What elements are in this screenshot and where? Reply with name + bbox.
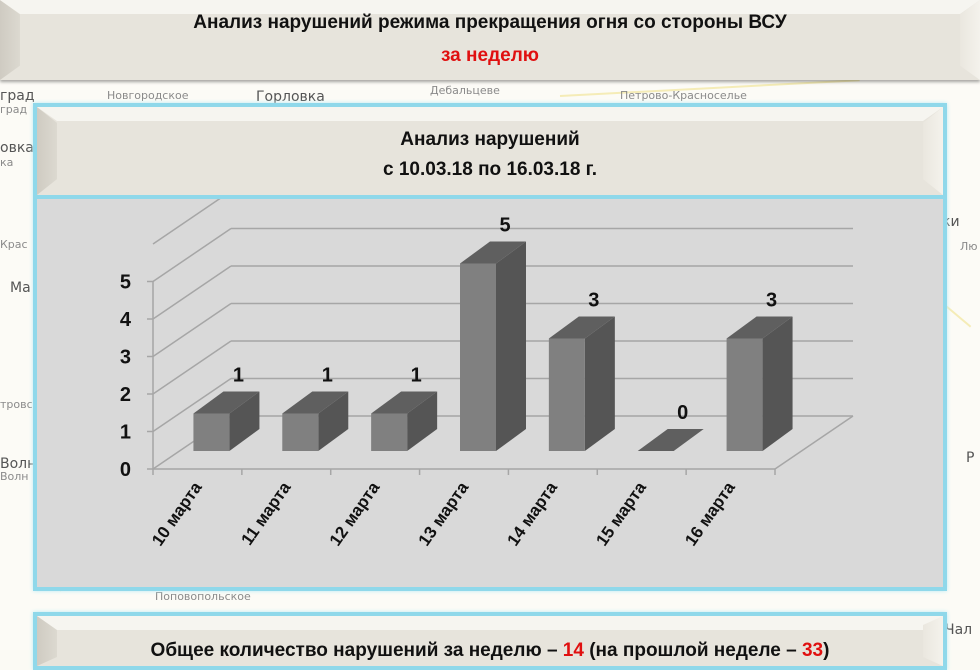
y-tick-label: 1 bbox=[120, 422, 131, 444]
map-place-label: ка bbox=[0, 156, 14, 169]
page-title: Анализ нарушений режима прекращения огня… bbox=[193, 12, 787, 33]
chart-date-range: с 10.03.18 по 16.03.18 г. bbox=[383, 159, 597, 180]
y-tick-label: 2 bbox=[120, 384, 131, 406]
x-category-label: 10 марта bbox=[148, 478, 206, 549]
x-category-label: 13 марта bbox=[415, 478, 473, 549]
bar-10-марта: 1 10 марта bbox=[148, 365, 260, 549]
gridline-side bbox=[152, 199, 221, 245]
bar-top bbox=[726, 316, 793, 339]
bar-top bbox=[548, 316, 615, 339]
page-subtitle: за неделю bbox=[440, 45, 539, 66]
map-place-label: Р bbox=[966, 450, 975, 466]
data-label: 3 bbox=[766, 290, 777, 312]
map-place-label: овка bbox=[0, 140, 34, 156]
map-place-label: Крас bbox=[0, 238, 28, 251]
bar-chart: 0 1 2 3 4 5 1 10 марта 1 11 марта 1 12 марта 5 13 мар… bbox=[120, 199, 854, 549]
bar-front bbox=[193, 413, 230, 451]
map-place-label: Волн bbox=[0, 456, 37, 472]
map-place-label: град bbox=[0, 103, 28, 116]
bar-13-марта: 5 13 марта bbox=[415, 215, 526, 549]
y-tick-label: 4 bbox=[120, 309, 132, 331]
map-place-label: Лю bbox=[960, 240, 978, 253]
bar-top bbox=[637, 429, 704, 451]
gridline-side bbox=[152, 377, 232, 433]
total-violations: 14 bbox=[562, 640, 584, 661]
chart-title-box: Анализ нарушений с 10.03.18 по 16.03.18 … bbox=[37, 107, 943, 197]
data-label: 1 bbox=[233, 365, 244, 387]
summary-suffix: ) bbox=[823, 640, 830, 661]
map-place-label: Чал bbox=[945, 622, 973, 638]
floor-edge bbox=[774, 415, 854, 470]
map-place-label: Поповопольское bbox=[155, 590, 251, 603]
bar-16-марта: 3 16 марта bbox=[681, 290, 793, 549]
x-category-label: 14 марта bbox=[503, 478, 561, 549]
data-label: 0 bbox=[677, 402, 688, 424]
y-tick-label: 3 bbox=[120, 347, 131, 369]
map-place-label: Дебальцеве bbox=[430, 84, 500, 97]
bar-side bbox=[584, 316, 615, 451]
chart-title: Анализ нарушений bbox=[400, 129, 580, 150]
bar-front bbox=[282, 413, 319, 451]
summary-middle: (на прошлой неделе – bbox=[583, 640, 802, 661]
previous-week-violations: 33 bbox=[801, 640, 824, 661]
map-place-label: тровс bbox=[0, 398, 33, 411]
map-place-label: град bbox=[0, 88, 35, 104]
map-place-label: Ма bbox=[10, 280, 31, 296]
map-place-label: Новгородское bbox=[107, 89, 189, 102]
data-label: 5 bbox=[499, 215, 510, 237]
bar-front bbox=[548, 338, 585, 451]
gridline-side bbox=[152, 265, 232, 320]
summary-panel: Общее количество нарушений за неделю – 1… bbox=[33, 612, 947, 670]
data-label: 3 bbox=[588, 290, 599, 312]
bar-top bbox=[193, 391, 260, 414]
bar-front bbox=[460, 263, 496, 451]
bar-top bbox=[371, 391, 438, 414]
data-label: 1 bbox=[411, 365, 422, 387]
summary-prefix: Общее количество нарушений за неделю – bbox=[150, 640, 563, 661]
data-label: 1 bbox=[322, 365, 333, 387]
x-category-label: 12 марта bbox=[326, 478, 384, 549]
map-place-label: Петрово-Красноселье bbox=[620, 89, 747, 102]
gridline-side bbox=[152, 227, 232, 283]
gridline-side bbox=[152, 302, 232, 358]
map-place-label: Волн bbox=[0, 470, 29, 483]
summary-text: Общее количество нарушений за неделю – 1… bbox=[37, 640, 943, 662]
chart-panel: Анализ нарушений с 10.03.18 по 16.03.18 … bbox=[33, 103, 947, 591]
y-tick-label: 5 bbox=[120, 272, 131, 294]
bar-top bbox=[282, 391, 349, 414]
bar-front bbox=[726, 338, 763, 451]
bar-side bbox=[318, 391, 349, 451]
gridline-side bbox=[152, 340, 232, 395]
y-tick-label: 0 bbox=[120, 459, 131, 481]
bar-side bbox=[407, 391, 438, 451]
bar-top bbox=[460, 241, 526, 264]
bar-side bbox=[496, 241, 526, 451]
header-banner: Анализ нарушений режима прекращения огня… bbox=[0, 0, 980, 80]
bar-side bbox=[762, 316, 793, 451]
divider bbox=[37, 195, 943, 199]
x-category-label: 15 марта bbox=[592, 478, 650, 549]
x-category-label: 16 марта bbox=[681, 478, 739, 549]
x-category-label: 11 марта bbox=[237, 478, 294, 549]
map-place-label: Горловка bbox=[256, 89, 325, 105]
bar-front bbox=[371, 413, 408, 451]
bar-side bbox=[229, 391, 260, 451]
